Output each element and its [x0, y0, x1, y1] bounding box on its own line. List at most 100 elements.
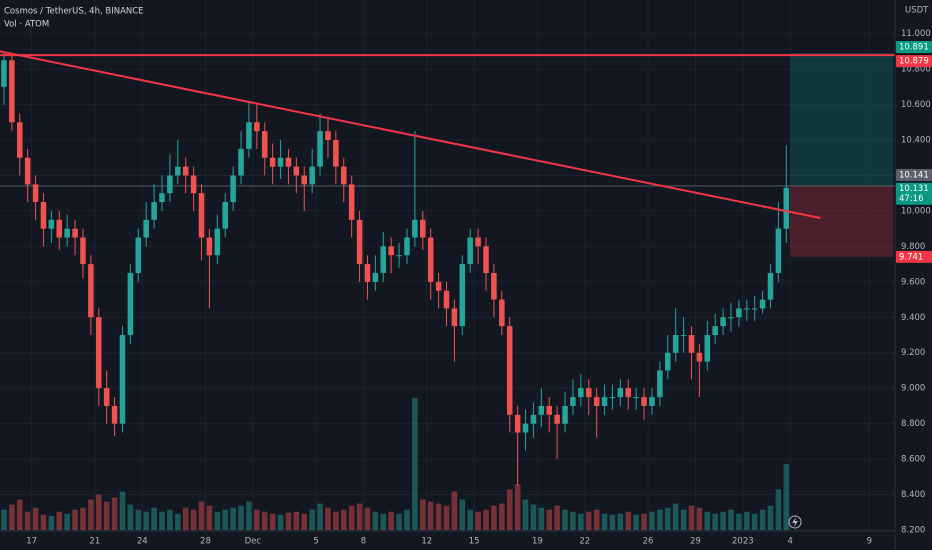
- replay-icon[interactable]: [788, 515, 802, 529]
- candle-body: [9, 60, 15, 123]
- volume-bar: [767, 505, 774, 530]
- candle-body: [751, 308, 758, 310]
- volume-bar: [32, 507, 39, 530]
- candle-body: [301, 175, 308, 185]
- candle-body: [56, 219, 63, 238]
- candle-body: [451, 308, 458, 327]
- volume-bar: [103, 501, 110, 530]
- candle-body: [72, 228, 78, 238]
- candle-body: [40, 202, 47, 229]
- candle-body: [530, 414, 537, 424]
- candle-body: [688, 335, 695, 353]
- candle-body: [467, 237, 473, 265]
- candle-body: [744, 308, 750, 310]
- volume-bar: [585, 511, 592, 530]
- line-label-bg: [896, 55, 932, 68]
- volume-bar: [617, 513, 624, 530]
- volume-bar: [467, 509, 473, 530]
- volume-bar: [554, 505, 560, 530]
- volume-bar: [364, 507, 371, 530]
- volume-bar: [728, 509, 734, 530]
- entry-label-bg: [896, 168, 932, 181]
- volume-bar: [522, 499, 529, 530]
- volume-bar: [388, 511, 394, 530]
- candle-body: [88, 264, 94, 318]
- candle-body: [728, 317, 734, 319]
- volume-bar: [720, 511, 726, 530]
- volume-bar: [696, 507, 703, 530]
- volume-bar: [546, 509, 553, 530]
- candle-body: [680, 335, 687, 337]
- target-label: 10.891: [899, 43, 929, 53]
- volume-bar: [570, 511, 576, 530]
- x-tick-label: 2023: [732, 537, 754, 547]
- candle-body: [404, 237, 410, 256]
- candle-body: [230, 175, 236, 203]
- volume-bar: [80, 507, 86, 530]
- volume-bar: [538, 507, 545, 530]
- volume-bar: [24, 511, 31, 530]
- candle-body: [222, 202, 228, 229]
- candle-body: [443, 290, 450, 309]
- candle-body: [412, 219, 418, 238]
- volume-bar: [127, 504, 134, 530]
- candle-body: [285, 157, 292, 167]
- volume-bar: [96, 494, 102, 530]
- candle-body: [459, 264, 466, 327]
- y-tick-label: 8.400: [901, 490, 925, 500]
- y-tick-label: 9.800: [901, 242, 925, 252]
- stop-label-bg: [896, 250, 932, 263]
- volume-bar: [499, 503, 505, 530]
- candle-body: [783, 187, 790, 229]
- volume-bar: [704, 511, 711, 530]
- volume-bar: [609, 514, 616, 530]
- candle-body: [633, 397, 639, 399]
- volume-bar: [190, 509, 197, 530]
- volume-bar: [246, 501, 252, 530]
- candle-body: [80, 237, 86, 265]
- x-tick-label: 4: [788, 537, 793, 547]
- candle-body: [641, 397, 647, 406]
- candle-body: [388, 246, 394, 256]
- target-zone: [790, 53, 893, 186]
- entry-label: 10.141: [899, 170, 929, 180]
- volume-bar: [483, 509, 489, 530]
- candle-body: [1, 60, 7, 87]
- candle-body: [254, 122, 260, 132]
- candle-body: [538, 405, 545, 415]
- volume-bar: [775, 489, 782, 530]
- candle-body: [593, 397, 600, 406]
- candle-body: [657, 370, 663, 398]
- volume-bar: [744, 511, 750, 530]
- y-tick-label: 9.600: [901, 277, 925, 287]
- y-tick-label: 9.000: [901, 384, 925, 394]
- candle-body: [24, 157, 31, 185]
- volume-bar: [396, 513, 402, 530]
- x-tick-label: 5: [313, 537, 318, 547]
- volume-bar: [40, 514, 47, 530]
- volume-bar: [261, 511, 268, 530]
- volume-bar: [356, 503, 363, 530]
- candle-body: [775, 228, 782, 273]
- volume-bar: [309, 509, 315, 530]
- candle-body: [325, 131, 331, 141]
- volume-bar: [459, 499, 466, 530]
- volume-bar: [277, 514, 284, 530]
- volume-bar: [443, 505, 450, 530]
- volume-bar: [143, 511, 149, 530]
- candle-body: [506, 326, 513, 415]
- candle-body: [649, 397, 655, 406]
- candle-body: [514, 414, 521, 433]
- candle-body: [767, 272, 774, 300]
- volume-bar: [238, 505, 244, 530]
- volume-bar: [435, 503, 442, 530]
- volume-bar: [506, 489, 513, 530]
- candle-body: [570, 397, 576, 406]
- candle-body: [356, 219, 363, 265]
- volume-bar: [56, 511, 63, 530]
- candle-body: [269, 157, 276, 167]
- volume-bar: [214, 511, 221, 530]
- candle-body: [672, 335, 679, 353]
- x-tick-label: 8: [361, 537, 366, 547]
